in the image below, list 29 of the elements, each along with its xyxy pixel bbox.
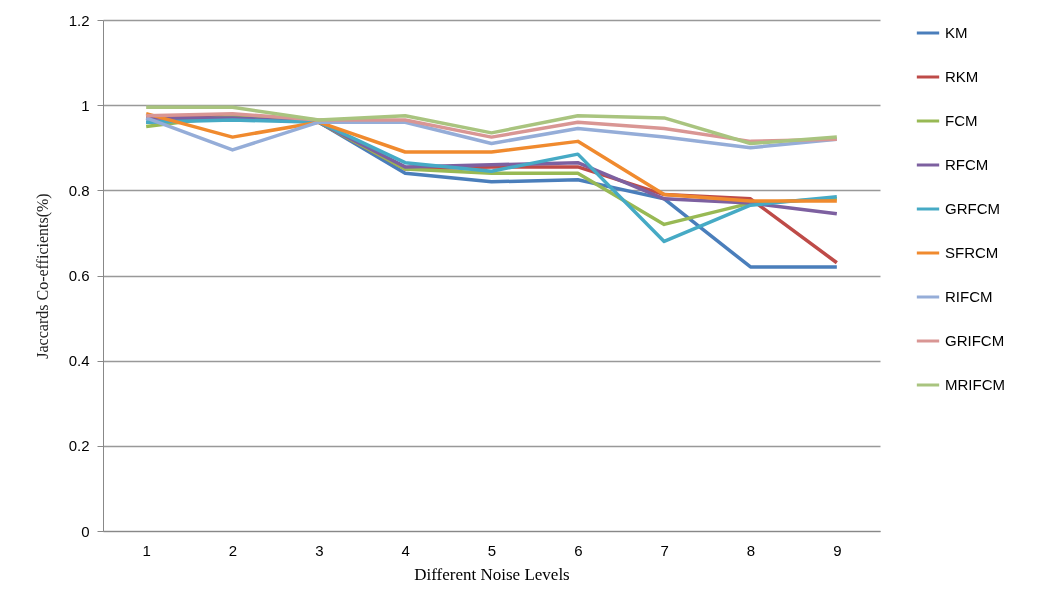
- y-tick-label: 1: [81, 96, 90, 114]
- legend-label: SFRCM: [945, 244, 999, 261]
- y-tick-label: 0.2: [68, 437, 90, 455]
- legend-label: RFCM: [945, 156, 989, 173]
- legend-label: KM: [945, 24, 968, 41]
- x-tick-label: 7: [660, 541, 669, 559]
- legend-label: FCM: [945, 112, 978, 129]
- legend-label: RKM: [945, 68, 979, 85]
- line-series: [144, 111, 839, 203]
- x-tick-label: 8: [746, 541, 756, 559]
- y-axis-title: Jaccards Co-efficients(%): [33, 193, 52, 359]
- x-tick-label: 9: [833, 541, 842, 559]
- legend-label: GRIFCM: [945, 332, 1005, 349]
- x-tick-label: 3: [315, 541, 324, 559]
- x-axis-title: Different Noise Levels: [414, 564, 570, 584]
- x-tick-label: 6: [574, 541, 583, 559]
- y-tick-label: 0.6: [68, 267, 90, 284]
- y-tick-label: 0: [81, 522, 90, 540]
- y-tick-label: 1.2: [68, 11, 90, 29]
- x-tick-label: 1: [142, 541, 151, 559]
- y-tick-label: 0.8: [68, 181, 90, 199]
- legend-label: MRIFCM: [945, 376, 1005, 393]
- legend-label: RIFCM: [945, 288, 993, 305]
- legend-label: GRFCM: [945, 200, 1000, 217]
- x-tick-label: 2: [228, 541, 238, 559]
- y-tick-label: 0.4: [68, 352, 90, 370]
- x-tick-label: 5: [487, 541, 497, 559]
- x-tick-label: 4: [401, 541, 410, 559]
- line-series: [144, 105, 839, 146]
